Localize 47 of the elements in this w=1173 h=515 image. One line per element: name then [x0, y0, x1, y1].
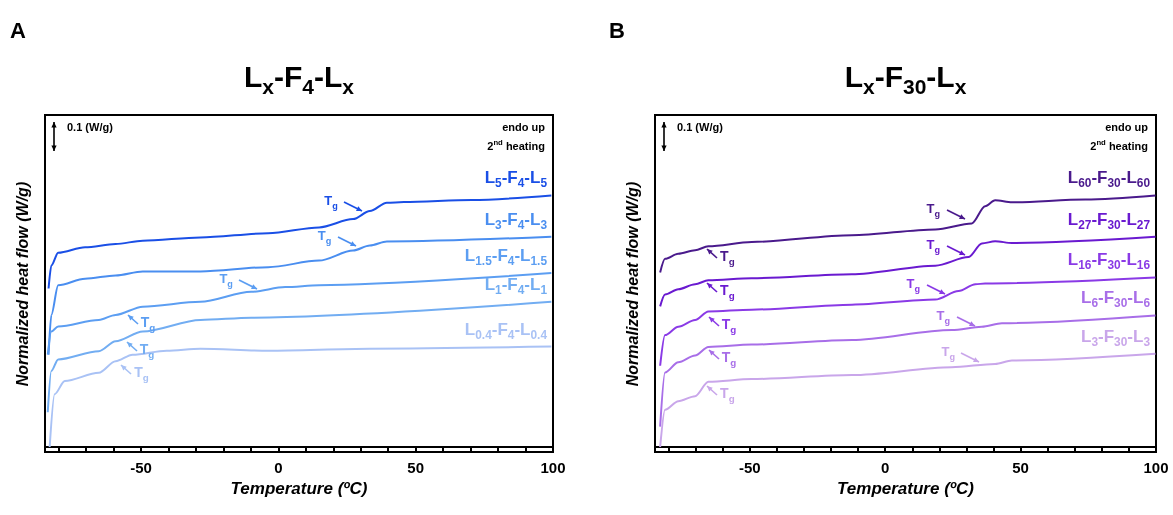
- x-tick-label: 100: [1143, 459, 1169, 476]
- annotation: T$_{g}$: [140, 313, 156, 333]
- chart-title: L$_{x}$-F$_{30}$-L$_{x}$: [844, 60, 967, 98]
- annotation: T$_{g}$: [936, 307, 951, 326]
- annotation: T$_{g}$: [720, 282, 735, 302]
- series-label: L$_{3}$-F$_{30}$-L$_{3}$: [1081, 326, 1150, 350]
- series-label: L$_{27}$-F$_{30}$-L$_{27}$: [1067, 209, 1150, 233]
- annotation: T$_{g}$: [134, 363, 149, 383]
- series-label: L$_{60}$-F$_{30}$-L$_{60}$: [1067, 168, 1150, 191]
- annotation: T$_{g}$: [926, 237, 941, 255]
- y-axis-title: Normalized heat flow (W/g): [14, 181, 31, 386]
- chart-title: L$_{x}$-F$_{4}$-L$_{x}$: [243, 60, 355, 98]
- text: 0.1 (W/g): [67, 121, 113, 133]
- text: 2$^{nd}$ heating: [1090, 138, 1148, 152]
- text: 2$^{nd}$ heating: [487, 138, 545, 152]
- annotation: T$_{g}$: [721, 348, 737, 368]
- x-tick-label: 100: [540, 459, 566, 476]
- series-label: L$_{6}$-F$_{30}$-L$_{6}$: [1081, 288, 1150, 311]
- text: A: [10, 18, 26, 43]
- series-label: L$_{0.4}$-F$_{4}$-L$_{0.4}$: [464, 319, 547, 342]
- annotation: T$_{g}$: [721, 316, 737, 335]
- text: 0.1 (W/g): [677, 121, 723, 133]
- series-label: L$_{3}$-F$_{4}$-L$_{3}$: [484, 209, 547, 233]
- annotation: T$_{g}$: [941, 343, 955, 362]
- series-label: L$_{1.5}$-F$_{4}$-L$_{1.5}$: [464, 245, 547, 269]
- text: endo up: [1105, 121, 1148, 133]
- x-axis-title: Temperature (ºC): [837, 479, 975, 498]
- annotation: T$_{g}$: [906, 276, 921, 294]
- x-tick-label: -50: [130, 459, 152, 476]
- x-tick-label: -50: [738, 459, 761, 476]
- series-label: L$_{1}$-F$_{4}$-L$_{1}$: [484, 274, 547, 298]
- x-axis-title: Temperature (ºC): [230, 479, 368, 498]
- series-label: L$_{16}$-F$_{30}$-L$_{16}$: [1067, 250, 1150, 273]
- annotation: T$_{g}$: [926, 200, 941, 219]
- annotation: T$_{g}$: [720, 248, 735, 268]
- x-tick-label: 0: [881, 459, 890, 476]
- x-tick-label: 0: [274, 459, 283, 476]
- x-tick-label: 50: [407, 459, 425, 476]
- annotation: T$_{g}$: [219, 271, 233, 289]
- series-label: L$_{5}$-F$_{4}$-L$_{5}$: [484, 168, 547, 191]
- text: B: [609, 18, 625, 43]
- y-axis-title: Normalized heat flow (W/g): [624, 181, 641, 386]
- annotation: T$_{g}$: [317, 228, 332, 246]
- annotation: T$_{g}$: [720, 385, 735, 405]
- x-tick-label: 50: [1012, 459, 1029, 476]
- text: endo up: [502, 121, 545, 133]
- annotation: T$_{g}$: [324, 193, 338, 211]
